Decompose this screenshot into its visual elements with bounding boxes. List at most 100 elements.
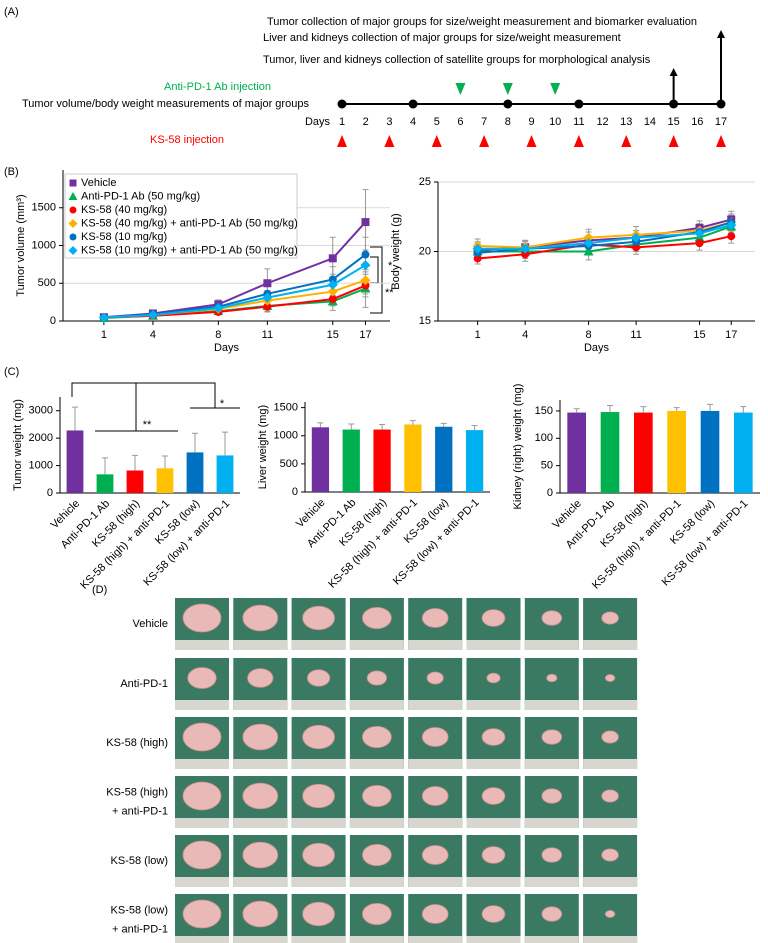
photo-ruler xyxy=(466,877,521,887)
photo-ruler xyxy=(291,759,346,769)
photo-ruler xyxy=(583,818,638,828)
legend-label: KS-58 (10 mg/kg) + anti-PD-1 Ab (50 mg/k… xyxy=(81,244,298,256)
day-label: 12 xyxy=(596,116,608,128)
photo-ruler xyxy=(583,877,638,887)
photo-ruler xyxy=(466,700,521,710)
row-label: KS-58 (low) xyxy=(111,855,168,867)
major-label: Liver and kidneys collection of major gr… xyxy=(263,32,621,44)
y-tick-label: 100 xyxy=(535,432,553,444)
bar xyxy=(404,424,422,492)
day-label: 17 xyxy=(715,116,727,128)
ks58-marker xyxy=(716,135,726,147)
photo-ruler xyxy=(349,818,404,828)
photo-ruler xyxy=(175,877,229,887)
tumor xyxy=(541,906,563,922)
error-bar xyxy=(573,408,580,413)
row-label: KS-58 (low) xyxy=(111,904,168,916)
bar xyxy=(156,468,174,493)
tumor xyxy=(481,609,506,627)
y-tick-label: 3000 xyxy=(29,405,53,417)
y-tick-label: 1000 xyxy=(32,239,56,251)
y-tick-label: 1000 xyxy=(274,430,298,442)
legend-label: KS-58 (40 mg/kg) xyxy=(81,204,167,216)
bar xyxy=(311,427,330,492)
data-point xyxy=(213,303,224,314)
data-point xyxy=(695,239,704,248)
day-label: 11 xyxy=(573,116,584,128)
photo-ruler xyxy=(233,700,288,710)
y-tick-label: 500 xyxy=(280,458,298,470)
x-tick-label: 8 xyxy=(586,329,592,341)
photo-ruler xyxy=(175,936,229,943)
photo-ruler xyxy=(466,759,521,769)
series-line xyxy=(477,225,732,253)
photo-ruler xyxy=(466,936,521,943)
data-point xyxy=(583,238,594,249)
photo-ruler xyxy=(349,700,404,710)
data-point xyxy=(520,243,531,254)
legend-label: Anti-PD-1 Ab (50 mg/kg) xyxy=(81,190,200,202)
y-tick-label: 0 xyxy=(50,315,56,327)
tumor xyxy=(187,667,217,689)
photo-ruler xyxy=(408,818,463,828)
photo-ruler xyxy=(349,640,404,650)
ks58-marker xyxy=(526,135,537,147)
data-point xyxy=(694,228,705,239)
annotation: ** xyxy=(385,287,394,299)
photo-ruler xyxy=(175,759,229,769)
photo-ruler xyxy=(291,640,346,650)
anti-pd1-label: Anti-PD-1 Ab injection xyxy=(164,81,271,93)
photo-ruler xyxy=(291,877,346,887)
tumor xyxy=(604,910,616,918)
y-axis-title: Body weight (g) xyxy=(390,213,402,289)
legend-marker xyxy=(69,179,77,187)
day-label: 1 xyxy=(339,116,345,128)
y-tick-label: 500 xyxy=(38,277,56,289)
data-point xyxy=(726,220,737,231)
photo-ruler xyxy=(408,936,463,943)
series-line xyxy=(477,224,732,250)
y-tick-label: 1500 xyxy=(274,402,298,414)
bar xyxy=(700,410,720,493)
data-point xyxy=(361,250,370,259)
tumor xyxy=(302,842,335,868)
days-label: Days xyxy=(305,116,331,128)
error-bar xyxy=(471,425,478,431)
bar xyxy=(435,426,453,492)
bar xyxy=(600,412,620,493)
anti-pd1-marker xyxy=(455,83,466,95)
photo-ruler xyxy=(583,700,638,710)
error-bar xyxy=(740,406,747,413)
error-bar xyxy=(640,406,647,413)
data-point xyxy=(328,254,337,263)
anti-pd1-marker xyxy=(550,83,561,95)
tumor xyxy=(247,668,274,688)
x-tick-label: 17 xyxy=(725,329,737,341)
series-line xyxy=(477,221,732,249)
photo-ruler xyxy=(233,936,288,943)
photo-ruler xyxy=(524,700,579,710)
panel-label: (C) xyxy=(4,366,19,378)
ks58-marker xyxy=(384,135,395,147)
x-tick-label: 8 xyxy=(215,329,221,341)
photo-background xyxy=(583,894,638,943)
tumor xyxy=(604,674,616,682)
x-tick-label: 11 xyxy=(630,329,641,341)
data-point xyxy=(361,218,370,227)
tumor xyxy=(182,840,222,870)
tumor xyxy=(421,727,449,747)
photo-ruler xyxy=(408,700,463,710)
y-tick-label: 0 xyxy=(292,486,298,498)
tumor xyxy=(242,604,279,632)
tumor xyxy=(182,722,222,752)
tumor xyxy=(366,670,387,686)
legend-label: Vehicle xyxy=(81,177,116,189)
tumor xyxy=(421,608,449,628)
ks58-marker xyxy=(479,135,490,147)
tumor xyxy=(541,729,563,745)
measurement-dot xyxy=(574,99,584,109)
day-label: 9 xyxy=(528,116,534,128)
error-bar xyxy=(162,455,168,469)
day-label: 10 xyxy=(549,116,561,128)
tumor xyxy=(486,672,501,684)
